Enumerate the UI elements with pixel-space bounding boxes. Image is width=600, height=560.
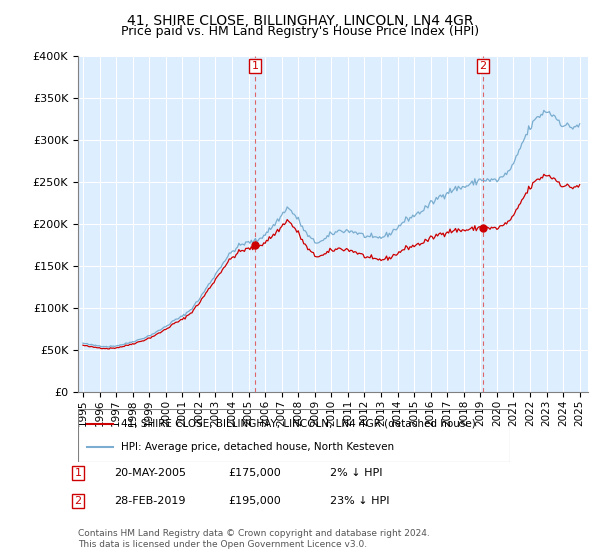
Text: £195,000: £195,000 [228,496,281,506]
Text: 41, SHIRE CLOSE, BILLINGHAY, LINCOLN, LN4 4GR (detached house): 41, SHIRE CLOSE, BILLINGHAY, LINCOLN, LN… [121,419,476,429]
Text: Contains HM Land Registry data © Crown copyright and database right 2024.
This d: Contains HM Land Registry data © Crown c… [78,529,430,549]
Text: £175,000: £175,000 [228,468,281,478]
Text: 2: 2 [74,496,82,506]
Text: 41, SHIRE CLOSE, BILLINGHAY, LINCOLN, LN4 4GR: 41, SHIRE CLOSE, BILLINGHAY, LINCOLN, LN… [127,14,473,28]
Text: 1: 1 [251,61,259,71]
Text: 23% ↓ HPI: 23% ↓ HPI [330,496,389,506]
Text: 28-FEB-2019: 28-FEB-2019 [114,496,185,506]
Text: 20-MAY-2005: 20-MAY-2005 [114,468,186,478]
Text: 2: 2 [479,61,487,71]
Text: 1: 1 [74,468,82,478]
Text: HPI: Average price, detached house, North Kesteven: HPI: Average price, detached house, Nort… [121,442,394,452]
Text: Price paid vs. HM Land Registry's House Price Index (HPI): Price paid vs. HM Land Registry's House … [121,25,479,38]
Text: 2% ↓ HPI: 2% ↓ HPI [330,468,383,478]
